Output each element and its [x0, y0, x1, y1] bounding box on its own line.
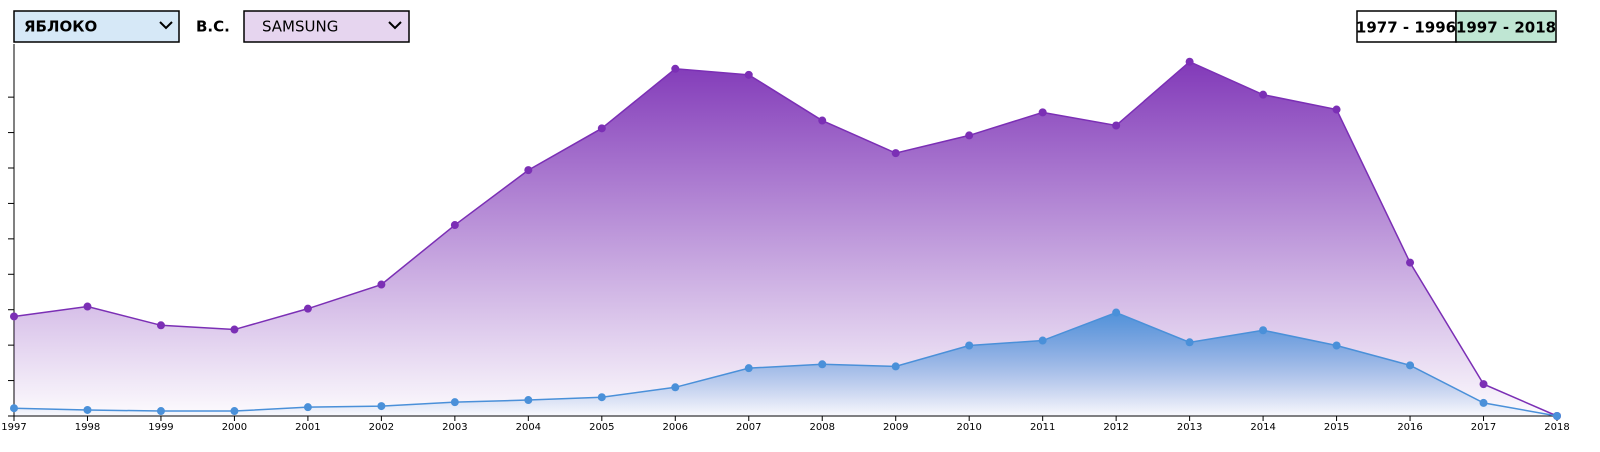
point — [744, 70, 753, 79]
point — [83, 302, 92, 311]
x-tick-label: 1998 — [75, 422, 100, 433]
point — [156, 321, 165, 330]
x-tick-label: 2011 — [1030, 422, 1055, 433]
point — [965, 131, 974, 140]
range-label[interactable]: 1977 - 1996 — [1356, 19, 1456, 37]
point — [818, 360, 827, 369]
point — [303, 403, 312, 412]
x-tick-label: 2016 — [1397, 422, 1422, 433]
point — [1038, 336, 1047, 345]
point — [377, 402, 386, 411]
point — [1185, 57, 1194, 66]
x-tick-label: 2014 — [1250, 422, 1275, 433]
point — [671, 64, 680, 73]
versus-label: В.С. — [196, 18, 230, 36]
x-tick-label: 2009 — [883, 422, 908, 433]
range-buttons: 1977 - 1996 1997 - 2018 — [1356, 10, 1557, 43]
point — [83, 405, 92, 414]
point — [1332, 341, 1341, 350]
point — [377, 280, 386, 289]
x-tick-label: 2007 — [736, 422, 761, 433]
range-button[interactable] — [1455, 10, 1557, 43]
x-tick-label: 2012 — [1103, 422, 1128, 433]
point — [1406, 361, 1415, 370]
x-tick-label: 2006 — [663, 422, 688, 433]
range-label[interactable]: 1997 - 2018 — [1456, 19, 1556, 37]
point — [1406, 258, 1415, 267]
chevron — [388, 21, 402, 30]
point — [10, 404, 18, 413]
point — [524, 396, 533, 405]
x-tick-label: 2010 — [956, 422, 981, 433]
x-tick-label: 2002 — [369, 422, 394, 433]
select-label[interactable]: SAMSUNG — [262, 18, 338, 36]
point — [818, 116, 827, 125]
x-tick-label: 2015 — [1324, 422, 1349, 433]
point — [1259, 90, 1268, 99]
point — [230, 325, 239, 334]
x-tick-label: 2008 — [810, 422, 835, 433]
point — [1112, 308, 1121, 317]
point — [1553, 412, 1561, 420]
point — [965, 341, 974, 350]
point — [891, 362, 900, 371]
point — [1479, 398, 1488, 407]
point — [10, 312, 18, 321]
x-tick-label: 2003 — [442, 422, 467, 433]
point — [1479, 380, 1488, 389]
point — [671, 383, 680, 392]
point — [597, 393, 606, 402]
area — [14, 312, 1557, 416]
select-box[interactable] — [13, 10, 180, 43]
point — [156, 407, 165, 416]
plot: 1997 1998 1999 2000 2001 2002 2003 2004 2005 2006… — [1, 44, 1570, 433]
line — [13, 60, 1558, 417]
area — [14, 61, 1557, 416]
point — [450, 398, 459, 407]
point — [450, 221, 459, 230]
point — [1038, 108, 1047, 117]
line — [13, 311, 1558, 417]
point — [744, 364, 753, 373]
select-box[interactable] — [243, 10, 410, 43]
x-tick-label: 2004 — [516, 422, 541, 433]
select-label[interactable]: ЯБЛОКО — [24, 18, 97, 36]
x-tick-label: 2017 — [1471, 422, 1496, 433]
x-tick-label: 1997 — [1, 422, 26, 433]
chevron — [159, 21, 173, 30]
right-select[interactable]: SAMSUNG — [243, 10, 410, 43]
x-tick-label: 2001 — [295, 422, 320, 433]
point — [1112, 121, 1121, 130]
x-tick-label: 2005 — [589, 422, 614, 433]
point — [1185, 338, 1194, 347]
point — [1332, 105, 1341, 114]
x-tick-label: 1999 — [148, 422, 173, 433]
point — [1259, 326, 1268, 335]
point — [524, 166, 533, 175]
x-tick-label: 2000 — [222, 422, 247, 433]
point — [303, 304, 312, 313]
range-button[interactable] — [1356, 10, 1457, 43]
left-select[interactable]: ЯБЛОКО — [13, 10, 180, 43]
point — [230, 407, 239, 416]
x-tick-label: 2018 — [1544, 422, 1569, 433]
point — [891, 149, 900, 158]
x-tick-label: 2013 — [1177, 422, 1202, 433]
point — [597, 124, 606, 133]
